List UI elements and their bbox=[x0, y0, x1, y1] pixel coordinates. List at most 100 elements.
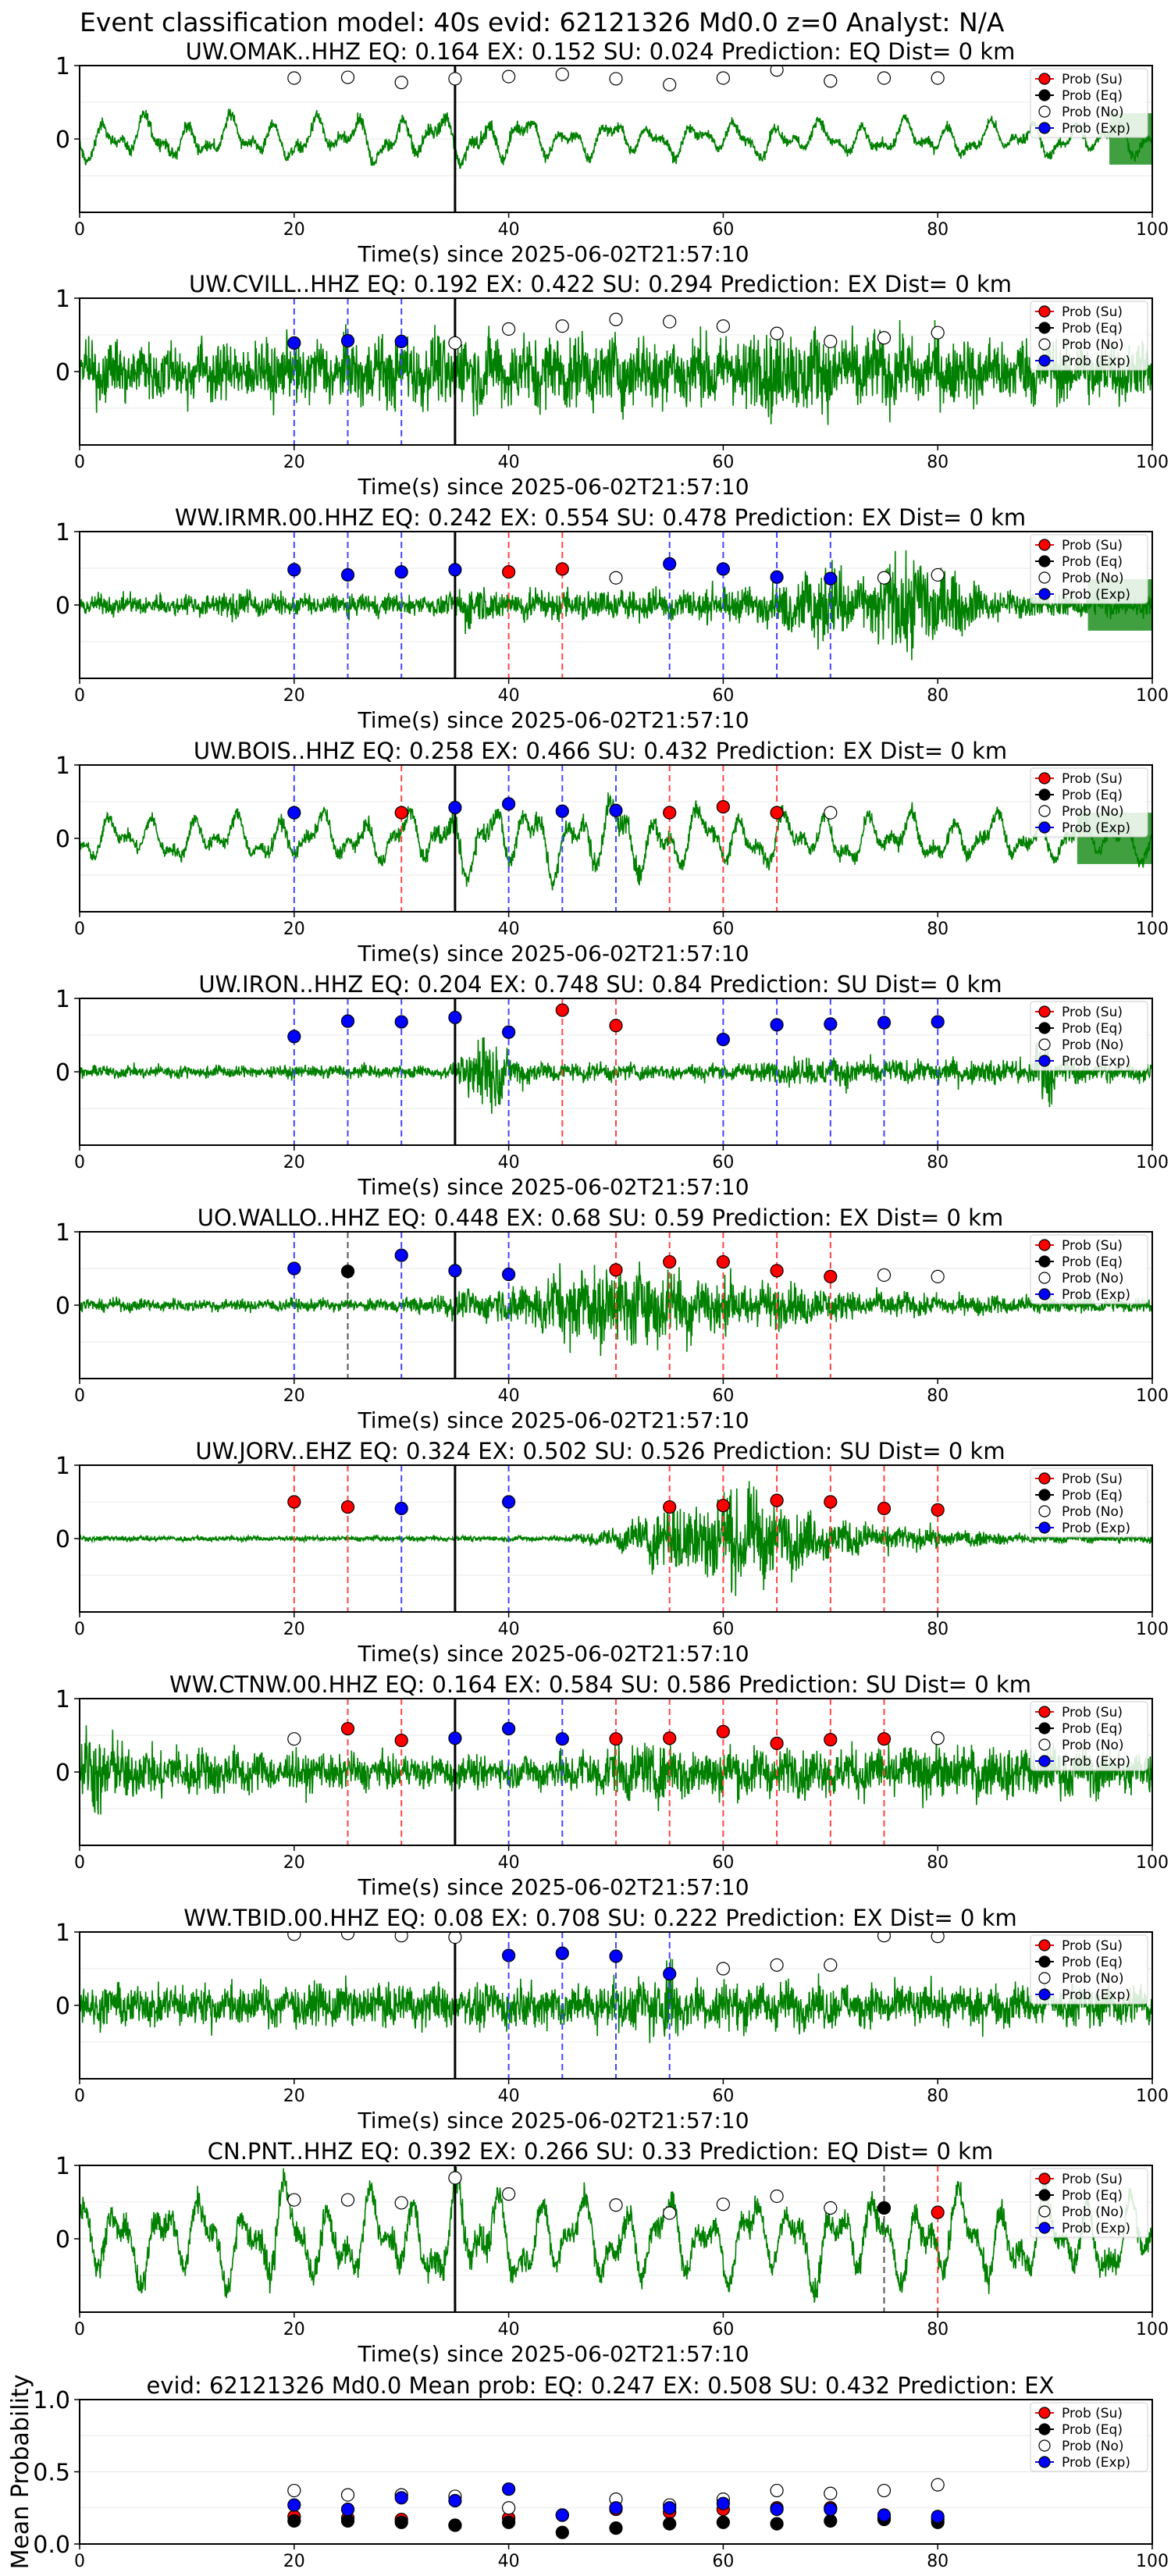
x-axis-label: Time(s) since 2025-06-02T21:57:10 bbox=[357, 1407, 749, 1433]
mean-point-eq bbox=[663, 2517, 677, 2531]
prob-point-su bbox=[877, 1501, 892, 1516]
legend-label: Prob (Su) bbox=[1062, 538, 1123, 553]
prob-point-no bbox=[877, 331, 892, 345]
legend-marker-exp bbox=[1038, 1755, 1051, 1767]
legend-marker-no bbox=[1038, 1738, 1051, 1751]
mean-point-eq bbox=[394, 2515, 408, 2529]
prob-point-no bbox=[501, 69, 516, 84]
legend-marker-eq bbox=[1038, 322, 1051, 334]
x-tick-label: 20 bbox=[283, 2552, 305, 2571]
plot-area bbox=[80, 2165, 1152, 2312]
x-tick-label: 20 bbox=[283, 220, 305, 240]
panel-3: WW.IRMR.00.HHZ EQ: 0.242 EX: 0.554 SU: 0… bbox=[55, 504, 1169, 733]
legend-marker-exp bbox=[1038, 1521, 1051, 1534]
prob-point-no bbox=[877, 1932, 892, 1943]
legend-label: Prob (Exp) bbox=[1062, 1521, 1130, 1536]
x-tick-label: 20 bbox=[283, 2320, 305, 2339]
prob-point-exp bbox=[877, 1016, 892, 1030]
plot-area bbox=[80, 765, 1152, 912]
legend-marker-su bbox=[1038, 1005, 1051, 1018]
mean-point-exp bbox=[609, 2501, 623, 2515]
x-tick-label: 60 bbox=[712, 2552, 734, 2571]
mean-point-exp bbox=[340, 2503, 355, 2517]
legend-label: Prob (Eq) bbox=[1062, 2422, 1123, 2438]
legend-marker-su bbox=[1038, 1472, 1051, 1485]
prob-point-no bbox=[340, 1932, 355, 1941]
mean-point-exp bbox=[877, 2508, 892, 2522]
legend-box bbox=[1030, 1701, 1148, 1771]
x-tick-label: 80 bbox=[927, 2320, 949, 2339]
x-axis-label: Time(s) since 2025-06-02T21:57:10 bbox=[357, 241, 749, 267]
x-tick-label: 40 bbox=[498, 220, 520, 240]
prob-point-exp bbox=[501, 1025, 516, 1039]
prob-point-exp bbox=[448, 1010, 462, 1025]
plot-area bbox=[80, 998, 1152, 1145]
y-tick-label: 1 bbox=[55, 753, 70, 780]
prob-point-exp bbox=[448, 1731, 462, 1745]
y-tick-label: 1 bbox=[55, 1453, 70, 1480]
x-tick-label: 40 bbox=[498, 2552, 520, 2571]
legend-label: Prob (No) bbox=[1062, 1738, 1124, 1753]
legend-label: Prob (Eq) bbox=[1062, 88, 1123, 104]
y-tick-label: 1 bbox=[55, 519, 70, 546]
legend-label: Prob (Eq) bbox=[1062, 1955, 1123, 1970]
prob-point-exp bbox=[340, 568, 355, 582]
x-tick-label: 20 bbox=[283, 1620, 305, 1639]
prob-point-exp bbox=[824, 1017, 838, 1031]
legend-label: Prob (Eq) bbox=[1062, 554, 1123, 570]
x-axis-label: Time(s) since 2025-06-02T21:57:10 bbox=[357, 941, 749, 966]
panel-title: WW.CTNW.00.HHZ EQ: 0.164 EX: 0.584 SU: 0… bbox=[169, 1671, 1031, 1698]
seismic-trace bbox=[80, 550, 1152, 660]
plot-area bbox=[80, 532, 1152, 678]
legend-marker-no bbox=[1038, 1038, 1051, 1051]
legend-marker-su bbox=[1038, 2172, 1051, 2185]
legend-label: Prob (Exp) bbox=[1062, 1987, 1130, 2003]
x-tick-label: 40 bbox=[498, 1853, 520, 1873]
prob-point-exp bbox=[609, 803, 623, 817]
legend-label: Prob (No) bbox=[1062, 337, 1124, 353]
y-tick-label: 1.0 bbox=[33, 2387, 70, 2414]
legend-marker-eq bbox=[1038, 2189, 1051, 2201]
y-tick-label: 0 bbox=[55, 1059, 70, 1087]
prob-point-su bbox=[716, 1254, 731, 1269]
plot-area bbox=[80, 2435, 1152, 2539]
legend-label: Prob (Su) bbox=[1062, 771, 1123, 787]
prob-point-exp bbox=[394, 334, 408, 349]
prob-point-no bbox=[824, 74, 838, 88]
legend-label: Prob (Eq) bbox=[1062, 1488, 1123, 1503]
legend-label: Prob (Eq) bbox=[1062, 1021, 1123, 1037]
panel-title: evid: 62121326 Md0.0 Mean prob: EQ: 0.24… bbox=[146, 2372, 1054, 2399]
mean-point-exp bbox=[716, 2496, 731, 2510]
legend-box bbox=[1030, 1468, 1148, 1538]
prob-point-exp bbox=[394, 1015, 408, 1029]
prob-point-exp bbox=[555, 804, 569, 818]
mean-point-eq bbox=[448, 2518, 462, 2532]
legend: Prob (Su)Prob (Eq)Prob (No)Prob (Exp) bbox=[1030, 1468, 1148, 1538]
mean-point-eq bbox=[770, 2517, 784, 2531]
y-tick-label: 1 bbox=[55, 53, 70, 80]
legend-box bbox=[1030, 534, 1148, 604]
legend-label: Prob (No) bbox=[1062, 1504, 1124, 1520]
legend-marker-exp bbox=[1038, 2456, 1051, 2468]
prob-point-exp bbox=[555, 1946, 569, 1960]
prob-point-no bbox=[931, 326, 945, 340]
x-tick-label: 0 bbox=[74, 920, 85, 939]
mean-point-no bbox=[340, 2488, 355, 2502]
legend-label: Prob (Exp) bbox=[1062, 1287, 1130, 1303]
x-tick-label: 100 bbox=[1136, 2087, 1169, 2106]
prob-point-no bbox=[609, 312, 623, 326]
legend-box bbox=[1030, 68, 1148, 138]
legend: Prob (Su)Prob (Eq)Prob (No)Prob (Exp) bbox=[1030, 1001, 1148, 1071]
x-tick-label: 0 bbox=[74, 2552, 85, 2571]
prob-point-exp bbox=[340, 333, 355, 348]
x-tick-label: 80 bbox=[927, 220, 949, 240]
legend-marker-su bbox=[1038, 772, 1051, 785]
y-tick-label: 0 bbox=[55, 126, 70, 154]
prob-point-no bbox=[340, 2193, 355, 2207]
prob-point-no bbox=[770, 66, 784, 77]
prob-point-no bbox=[555, 67, 569, 81]
legend-marker-su bbox=[1038, 1706, 1051, 1718]
x-tick-label: 40 bbox=[498, 1620, 520, 1639]
legend-marker-su bbox=[1038, 305, 1051, 318]
x-axis-label: Time(s) since 2025-06-02T21:57:10 bbox=[357, 1641, 749, 1667]
